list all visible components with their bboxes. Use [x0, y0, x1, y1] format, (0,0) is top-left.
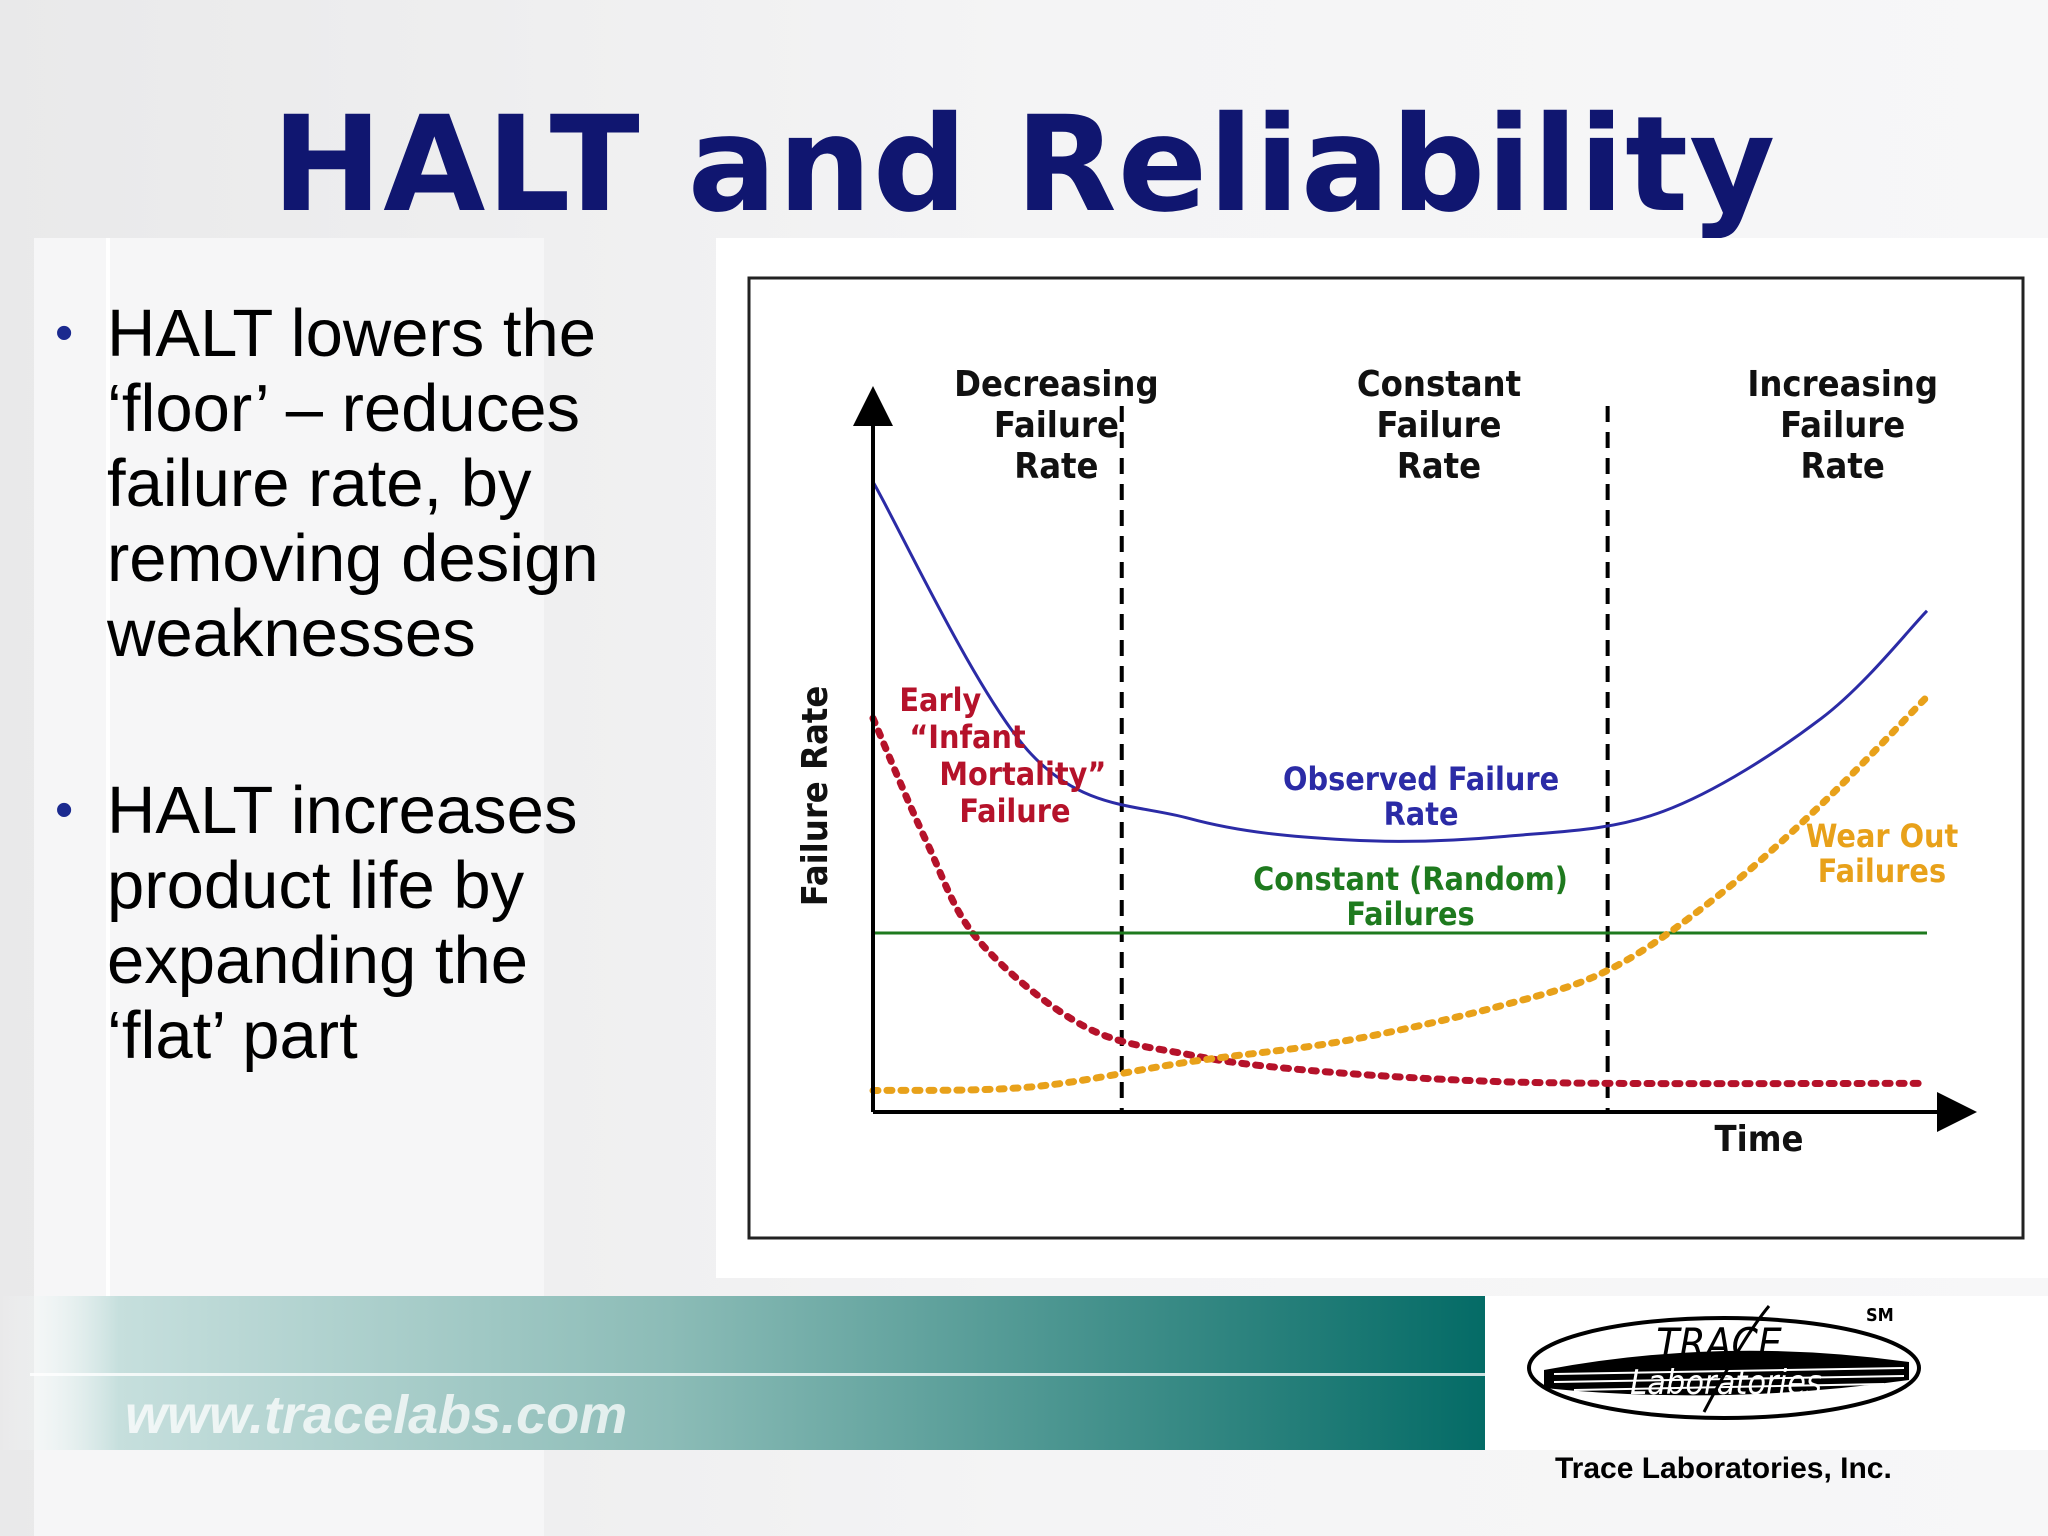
bullet-line: ‘flat’ part [107, 998, 358, 1073]
bullet-list: • HALT lowers the ‘floor’ – reduces fail… [55, 296, 695, 1073]
trace-logo: TRACE Laboratories SM [1527, 1305, 1921, 1420]
y-axis-label: Failure Rate [795, 686, 836, 907]
logo-swoosh [1702, 1305, 1771, 1413]
service-mark: SM [1866, 1305, 1894, 1326]
bullet-marker: • [55, 781, 74, 839]
region-heading: Rate [1397, 446, 1481, 487]
series-label: Observed Failure [1283, 760, 1559, 798]
footer-url[interactable]: www.tracelabs.com [125, 1385, 628, 1445]
bullet-item: • HALT lowers the ‘floor’ – reduces fail… [55, 296, 695, 671]
series-label: Mortality” [939, 755, 1106, 793]
bullet-item: • HALT increases product life by expandi… [55, 773, 695, 1073]
series-label: “Infant [909, 718, 1026, 756]
bullet-marker: • [55, 304, 74, 362]
series-label: Constant (Random) [1253, 860, 1568, 898]
region-heading: Failure [1780, 405, 1905, 446]
series-label: Failure [959, 792, 1070, 830]
wear-out-line [869, 693, 1931, 1095]
bullet-line: expanding the [107, 923, 528, 998]
slide-title: HALT and Reliability [271, 88, 1777, 242]
bathtub-chart: DecreasingFailureRateConstantFailureRate… [747, 276, 2025, 1240]
bullet-line: removing design [107, 521, 599, 596]
bullet-line: ‘floor’ – reduces [107, 371, 580, 446]
bullet-line: weaknesses [107, 596, 476, 671]
bullet-line: HALT lowers the [107, 296, 597, 371]
series-label: Rate [1384, 795, 1459, 833]
bullet-line: product life by [107, 848, 525, 923]
bullet-line: failure rate, by [107, 446, 532, 521]
region-heading: Constant [1357, 364, 1521, 405]
company-name: Trace Laboratories, Inc. [1555, 1452, 1892, 1485]
observed-failure-rate-line [871, 481, 1929, 843]
region-heading: Rate [1014, 446, 1098, 487]
bullet-line: HALT increases [107, 773, 578, 848]
region-heading: Failure [994, 405, 1119, 446]
logo-text-trace: TRACE [1656, 1319, 1782, 1368]
region-heading: Increasing [1747, 364, 1938, 405]
series-label: Wear Out [1806, 817, 1959, 855]
region-heading: Rate [1801, 446, 1885, 487]
series-label: Early [899, 681, 981, 719]
x-axis-label: Time [1715, 1119, 1804, 1160]
series-label: Failures [1346, 895, 1474, 933]
series-label: Failures [1818, 852, 1946, 890]
region-heading: Failure [1376, 405, 1501, 446]
region-heading: Decreasing [954, 364, 1159, 405]
